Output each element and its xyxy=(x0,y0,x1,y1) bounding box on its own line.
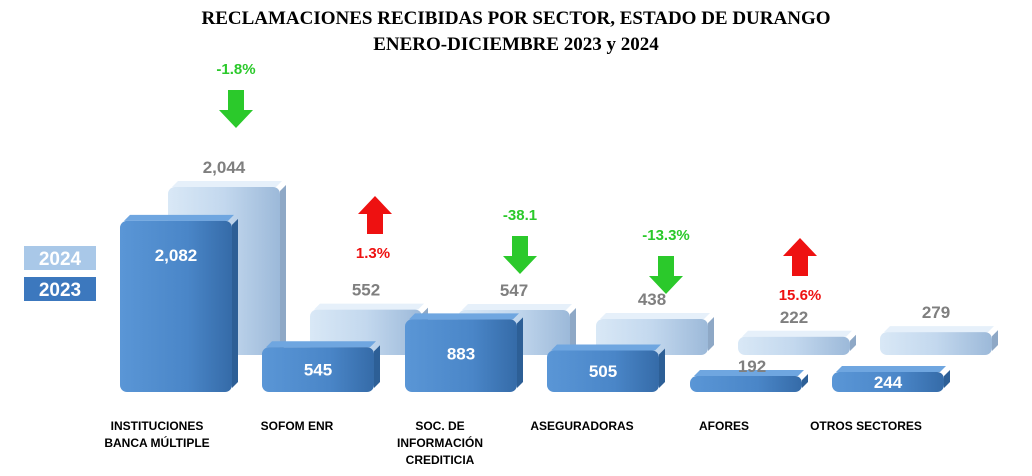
chart-subtitle: ENERO-DICIEMBRE 2023 y 2024 xyxy=(373,34,659,55)
data-label-2024-5: 279 xyxy=(922,303,950,322)
category-label-2: CREDITICIA xyxy=(406,453,475,467)
change-label-5: 15.6% xyxy=(779,287,822,304)
legend-item-2024: 2024 xyxy=(24,246,96,270)
data-label-2023-2: 883 xyxy=(447,344,475,363)
down-arrow-icon xyxy=(503,236,537,274)
legend-label: 2023 xyxy=(39,280,81,301)
category-label-2: INFORMACIÓN xyxy=(397,435,483,450)
up-arrow-icon xyxy=(358,196,392,234)
bar-2023-2 xyxy=(405,313,523,392)
legend-item-2023: 2023 xyxy=(24,277,96,301)
data-label-2023-0: 2,082 xyxy=(155,246,198,265)
data-label-2023-5: 244 xyxy=(874,373,903,392)
bar-2023-4 xyxy=(690,370,808,392)
bar-2024-4 xyxy=(738,330,856,355)
change-label-2: -38.1 xyxy=(503,207,537,224)
category-label-2: SOC. DE xyxy=(415,419,464,433)
data-label-2024-3: 438 xyxy=(638,290,666,309)
down-arrow-icon xyxy=(219,90,253,128)
category-label-5: OTROS SECTORES xyxy=(810,419,922,433)
bar-2024-5 xyxy=(880,326,998,355)
up-arrow-icon xyxy=(783,238,817,276)
data-label-2024-0: 2,044 xyxy=(203,158,246,177)
category-label-4: AFORES xyxy=(699,419,749,433)
bar-2023-1 xyxy=(262,341,380,392)
chart-title: RECLAMACIONES RECIBIDAS POR SECTOR, ESTA… xyxy=(201,8,831,29)
category-label-3: ASEGURADORAS xyxy=(530,419,633,433)
data-label-2023-4: 192 xyxy=(738,357,766,376)
bar-2023-0 xyxy=(120,214,238,392)
change-label-3: -13.3% xyxy=(642,227,690,244)
change-label-0: -1.8% xyxy=(216,61,255,78)
data-label-2023-3: 505 xyxy=(589,362,617,381)
data-label-2023-1: 545 xyxy=(304,361,332,380)
legend-label: 2024 xyxy=(39,249,82,270)
down-arrow-icon xyxy=(649,256,683,294)
bar-2023-5 xyxy=(832,365,950,392)
bar-2023-3 xyxy=(547,344,665,392)
category-label-0: BANCA MÚLTIPLE xyxy=(104,435,209,450)
category-label-0: INSTITUCIONES xyxy=(111,419,204,433)
data-label-2024-1: 552 xyxy=(352,281,380,300)
category-label-1: SOFOM ENR xyxy=(261,419,334,433)
data-label-2024-2: 547 xyxy=(500,281,528,300)
data-label-2024-4: 222 xyxy=(780,308,808,327)
change-label-1: 1.3% xyxy=(356,245,390,262)
